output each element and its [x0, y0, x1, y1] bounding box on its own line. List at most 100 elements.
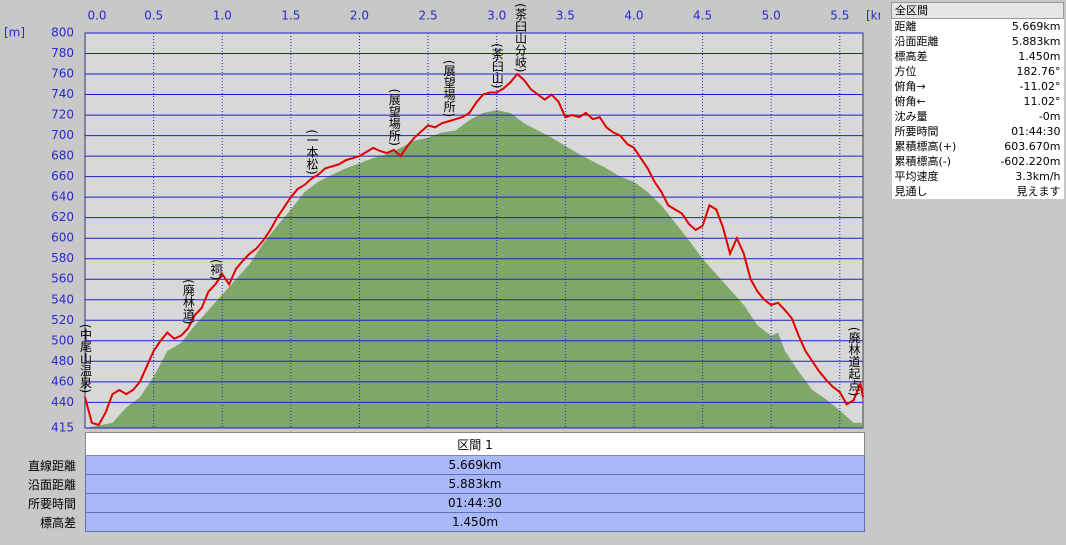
y-tick-label: 700: [51, 128, 74, 142]
summary-value: 1.450m: [978, 49, 1064, 64]
summary-label: 俯角→: [891, 79, 979, 94]
summary-row: 累積標高(-) -602.220m: [891, 154, 1064, 169]
summary-value: 5.883km: [978, 34, 1064, 49]
summary-value: -11.02°: [978, 79, 1064, 94]
y-tick-label: 460: [51, 374, 74, 388]
section-label: 所要時間: [27, 496, 76, 511]
summary-label: 沈み量: [891, 109, 979, 124]
x-tick-label: 2.5: [419, 9, 438, 23]
y-tick-label: 640: [51, 190, 74, 204]
terrain-area: [85, 109, 863, 428]
section-title: 区間 1: [85, 432, 865, 456]
summary-row: 俯角→ -11.02°: [891, 79, 1064, 94]
summary-label: 沿面距離: [891, 34, 979, 49]
y-unit: [m]: [4, 26, 25, 40]
summary-row: 沿面距離 5.883km: [891, 34, 1064, 49]
y-tick-label: 620: [51, 210, 74, 224]
section-row: 標高差 1.450m: [0, 512, 865, 532]
summary-label: 平均速度: [891, 169, 979, 184]
spacer: [0, 433, 86, 456]
summary-row: 方位 182.76°: [891, 64, 1064, 79]
y-tick-label: 540: [51, 292, 74, 306]
x-tick-label: 3.0: [487, 9, 506, 23]
y-tick-label: 780: [51, 46, 74, 60]
section-value: 5.669km: [85, 455, 865, 475]
section-row: 直線距離 5.669km: [0, 455, 865, 475]
chart: [m] [km] 415 440 460 480 500 520 540 560 580 600 6…: [4, 3, 880, 433]
section-value: 1.450m: [85, 512, 865, 532]
summary-title: 全区間: [891, 2, 1064, 19]
section-table: 区間 1 直線距離 5.669km 沿面距離 5.883km 所要時間 01:44:30 標…: [0, 432, 865, 532]
annotation: (廃林道): [181, 279, 195, 324]
summary-row: 沈み量 -0m: [891, 109, 1064, 124]
y-tick-label: 800: [51, 26, 74, 40]
summary-value: 見えます: [978, 184, 1064, 199]
y-tick-label: 600: [51, 231, 74, 245]
summary-row: 平均速度 3.3km/h: [891, 169, 1064, 184]
summary-value: -602.220m: [978, 154, 1064, 169]
summary-value: 5.669km: [978, 18, 1064, 34]
y-tick-label: 560: [51, 272, 74, 286]
summary-label: 方位: [891, 64, 979, 79]
section-row: 沿面距離 5.883km: [0, 474, 865, 494]
summary-label: 俯角←: [891, 94, 979, 109]
summary-value: 3.3km/h: [978, 169, 1064, 184]
section-row: 所要時間 01:44:30: [0, 493, 865, 513]
summary-table: 全区間 距離 5.669km 沿面距離 5.883km 標高差 1.450m 方位 182.7…: [891, 2, 1064, 199]
annotation: (一本松): [305, 129, 319, 174]
summary-value: 603.670m: [978, 139, 1064, 154]
summary-label: 所要時間: [891, 124, 979, 139]
x-tick-label: 3.5: [556, 9, 575, 23]
section-value: 01:44:30: [85, 493, 865, 513]
annotation: (展望場所): [387, 89, 401, 146]
x-tick-label: 4.5: [693, 9, 712, 23]
summary-value: 01:44:30: [978, 124, 1064, 139]
y-tick-label: 480: [51, 354, 74, 368]
summary-label: 距離: [891, 18, 979, 34]
section-value: 5.883km: [85, 474, 865, 494]
summary-row: 標高差 1.450m: [891, 49, 1064, 64]
section-label: 直線距離: [27, 458, 76, 473]
y-tick-label: 440: [51, 395, 74, 409]
summary-row: 累積標高(+) 603.670m: [891, 139, 1064, 154]
x-tick-label: 5.5: [830, 9, 849, 23]
summary-value: 182.76°: [978, 64, 1064, 79]
x-tick-label: 4.0: [624, 9, 643, 23]
x-tick-label: 1.5: [281, 9, 300, 23]
y-tick-label: 580: [51, 251, 74, 265]
annotation: (廃林道起点): [847, 327, 861, 396]
y-tick-label: 760: [51, 67, 74, 81]
summary-value: 11.02°: [978, 94, 1064, 109]
x-tick-label: 1.0: [213, 9, 232, 23]
annotation: (中尾山温泉): [79, 324, 93, 393]
x-tick-label: 5.0: [762, 9, 781, 23]
y-tick-label: 520: [51, 313, 74, 327]
summary-label: 標高差: [891, 49, 979, 64]
summary-label: 見通し: [891, 184, 979, 199]
summary-row: 距離 5.669km: [891, 18, 1064, 34]
summary-row: 見通し 見えます: [891, 184, 1064, 199]
y-tick-label: 660: [51, 169, 74, 183]
annotation: (茶臼山分岐): [514, 3, 528, 72]
annotation: (展望場所): [442, 60, 456, 117]
y-tick-label: 415: [51, 421, 74, 433]
y-tick-label: 500: [51, 333, 74, 347]
annotation: (祠): [209, 259, 223, 280]
section-label: 標高差: [39, 515, 76, 530]
x-tick-label: 2.0: [350, 9, 369, 23]
x-unit: [km]: [866, 9, 880, 23]
summary-label: 累積標高(-): [891, 154, 979, 169]
summary-label: 累積標高(+): [891, 139, 979, 154]
profile-line: [84, 72, 864, 427]
summary-row: 所要時間 01:44:30: [891, 124, 1064, 139]
x-tick-label: 0.0: [87, 9, 106, 23]
y-tick-label: 720: [51, 108, 74, 122]
y-tick-label: 740: [51, 87, 74, 101]
annotation: (茶臼山): [490, 43, 504, 88]
summary-value: -0m: [978, 109, 1064, 124]
y-tick-label: 680: [51, 149, 74, 163]
section-label: 沿面距離: [27, 477, 76, 492]
x-tick-label: 0.5: [144, 9, 163, 23]
summary-row: 俯角← 11.02°: [891, 94, 1064, 109]
